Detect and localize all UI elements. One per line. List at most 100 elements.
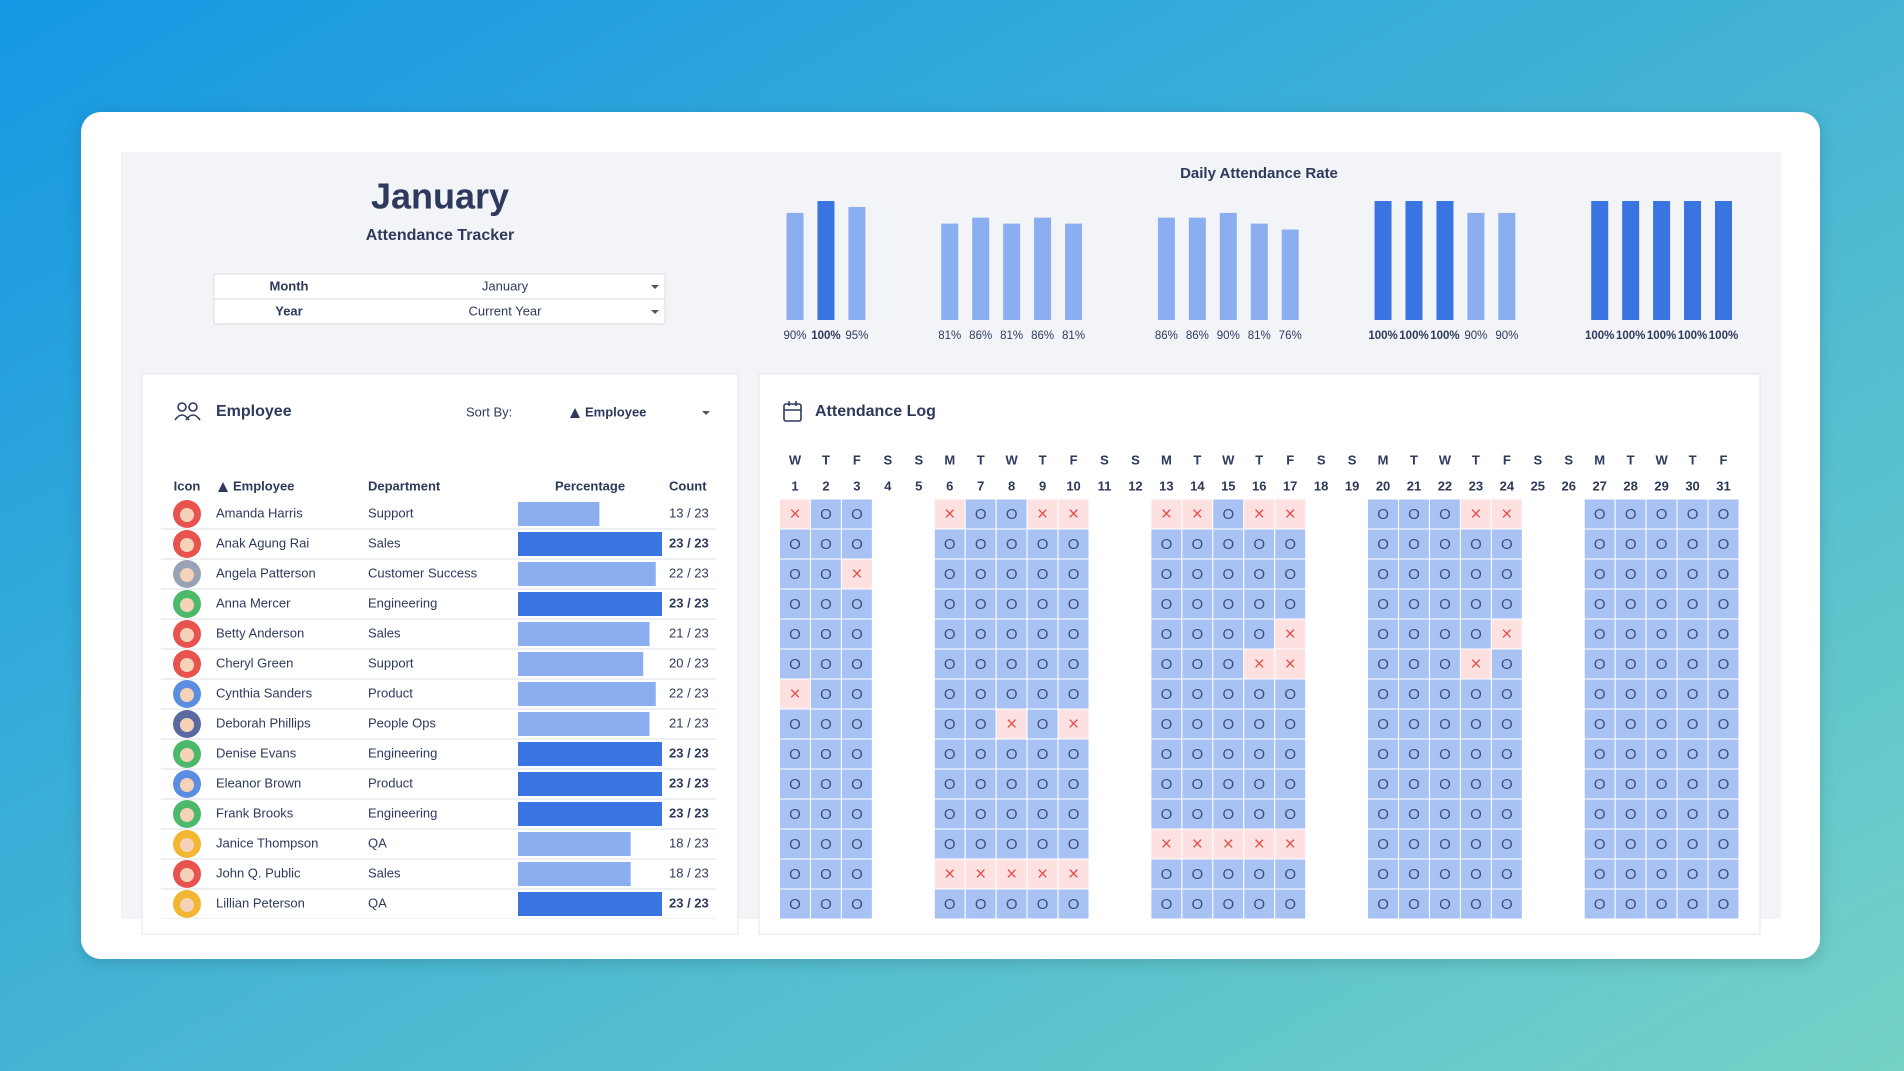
present-mark: O	[851, 626, 863, 643]
present-mark: O	[1161, 776, 1173, 793]
present-mark: O	[1718, 506, 1730, 523]
present-mark: O	[1594, 656, 1606, 673]
log-cell	[1676, 798, 1709, 830]
log-cell	[995, 828, 1028, 860]
day-number: 31	[1716, 478, 1730, 493]
present-mark: O	[789, 746, 801, 763]
employee-name: Janice Thompson	[216, 835, 318, 850]
avatar-face	[180, 658, 194, 672]
day-number: 24	[1500, 478, 1515, 493]
present-mark: O	[1192, 776, 1204, 793]
dropdown-arrow[interactable]	[702, 411, 710, 415]
percentage-bar	[518, 682, 656, 706]
present-mark: O	[1687, 806, 1699, 823]
column-header: Department	[368, 478, 441, 493]
sort-value[interactable]: Employee	[585, 404, 646, 419]
percentage-bar	[518, 832, 631, 856]
bar	[848, 206, 866, 320]
log-cell	[933, 648, 966, 680]
percentage-bar	[518, 562, 656, 586]
employee-name: Anna Mercer	[216, 595, 291, 610]
present-mark: O	[1037, 776, 1049, 793]
bar	[1436, 201, 1454, 320]
count: 21 / 23	[669, 625, 709, 640]
present-mark: O	[1253, 686, 1265, 703]
present-mark: O	[1222, 656, 1234, 673]
present-mark: O	[1408, 746, 1420, 763]
log-cell	[1428, 618, 1461, 650]
present-mark: O	[944, 536, 956, 553]
weekday: W	[1439, 452, 1452, 467]
log-cell	[1428, 708, 1461, 740]
present-mark: O	[820, 596, 832, 613]
present-mark: O	[1718, 836, 1730, 853]
present-mark: O	[1222, 776, 1234, 793]
present-mark: O	[1625, 626, 1637, 643]
absent-mark: ×	[1068, 504, 1079, 525]
log-cell	[1367, 828, 1400, 860]
log-cell	[840, 858, 873, 890]
absent-mark: ×	[1006, 864, 1017, 885]
dropdown-arrow[interactable]	[651, 285, 659, 289]
present-mark: O	[944, 896, 956, 913]
column-header: Employee	[233, 478, 294, 493]
present-mark: O	[975, 836, 987, 853]
present-mark: O	[820, 716, 832, 733]
present-mark: O	[1161, 866, 1173, 883]
present-mark: O	[1656, 776, 1668, 793]
present-mark: O	[1687, 686, 1699, 703]
log-cell	[1243, 528, 1276, 560]
absent-mark: ×	[1501, 624, 1512, 645]
present-mark: O	[851, 836, 863, 853]
log-cell	[1398, 618, 1430, 650]
percentage-bar	[518, 622, 650, 646]
log-cell	[1274, 588, 1307, 620]
present-mark: O	[820, 566, 832, 583]
bar	[786, 212, 804, 320]
log-cell	[1274, 678, 1307, 710]
log-cell	[779, 678, 811, 710]
present-mark: O	[1377, 746, 1389, 763]
log-cell	[840, 588, 873, 620]
present-mark: O	[1718, 536, 1730, 553]
log-cell	[1367, 588, 1400, 620]
present-mark: O	[1439, 776, 1451, 793]
bar	[817, 201, 835, 320]
present-mark: O	[1625, 746, 1637, 763]
weekday: M	[1378, 452, 1389, 467]
log-cell	[995, 768, 1028, 800]
present-mark: O	[1470, 776, 1482, 793]
avatar-face	[180, 778, 194, 792]
filter-value[interactable]: Current Year	[469, 303, 543, 318]
present-mark: O	[944, 836, 956, 853]
day-number: 18	[1314, 478, 1328, 493]
absent-mark: ×	[1285, 504, 1296, 525]
present-mark: O	[1161, 596, 1173, 613]
present-mark: O	[1594, 596, 1606, 613]
dropdown-arrow[interactable]	[651, 310, 659, 314]
count: 20 / 23	[669, 655, 709, 670]
weekday: W	[1222, 452, 1235, 467]
people-icon	[174, 402, 201, 421]
present-mark: O	[1222, 806, 1234, 823]
present-mark: O	[789, 806, 801, 823]
present-mark: O	[1284, 596, 1296, 613]
absent-mark: ×	[1285, 654, 1296, 675]
log-cell	[809, 798, 842, 830]
filter-value[interactable]: January	[482, 278, 529, 293]
present-mark: O	[1192, 566, 1204, 583]
sort-icon	[570, 408, 580, 418]
log-cell	[1274, 708, 1307, 740]
log-cell	[995, 858, 1028, 890]
log-cell	[1026, 528, 1059, 560]
absent-mark: ×	[1192, 834, 1203, 855]
present-mark: O	[1006, 806, 1018, 823]
log-cell	[1707, 738, 1740, 770]
log-cell	[995, 738, 1028, 770]
present-mark: O	[1068, 656, 1080, 673]
department: Engineering	[368, 805, 437, 820]
present-mark: O	[1470, 716, 1482, 733]
present-mark: O	[1408, 806, 1420, 823]
present-mark: O	[1253, 596, 1265, 613]
present-mark: O	[975, 806, 987, 823]
